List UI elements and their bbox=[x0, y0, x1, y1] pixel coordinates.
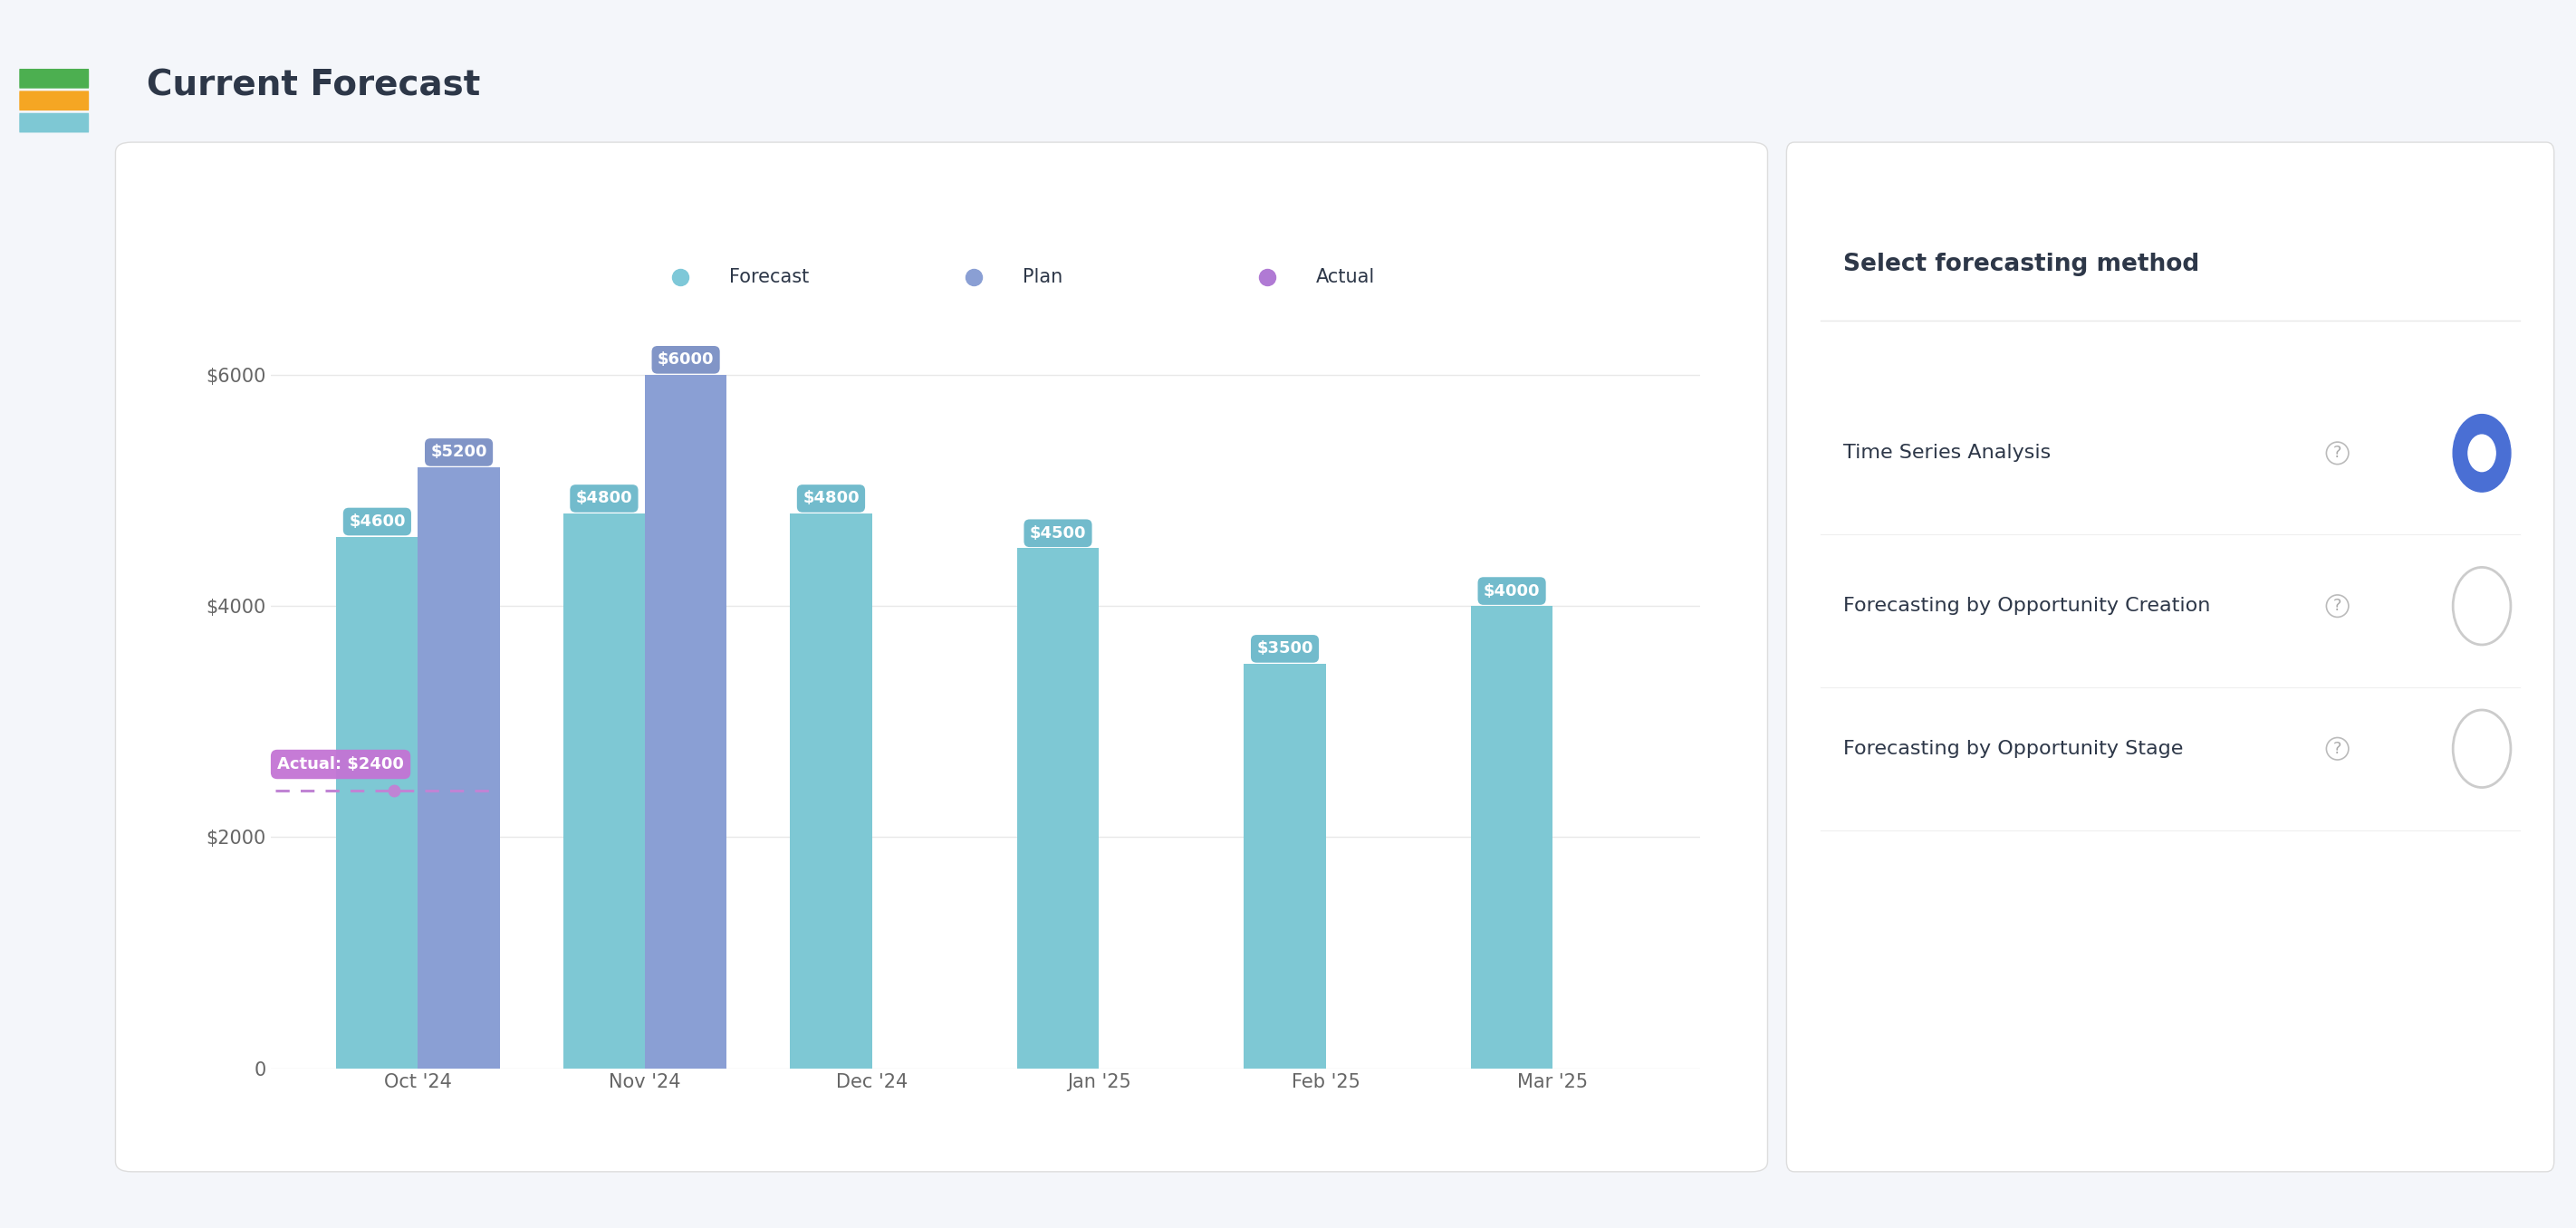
Text: Time Series Analysis: Time Series Analysis bbox=[1844, 445, 2050, 462]
Text: $4800: $4800 bbox=[804, 490, 860, 507]
Text: Plan: Plan bbox=[1023, 269, 1064, 286]
Text: Actual: $2400: Actual: $2400 bbox=[278, 756, 404, 772]
FancyBboxPatch shape bbox=[18, 113, 90, 133]
Bar bbox=[644, 375, 726, 1068]
Text: $6000: $6000 bbox=[657, 351, 714, 368]
FancyBboxPatch shape bbox=[116, 142, 1767, 1172]
Bar bbox=[791, 513, 871, 1068]
Text: ?: ? bbox=[2334, 445, 2342, 462]
Text: $5200: $5200 bbox=[430, 445, 487, 460]
Circle shape bbox=[2468, 435, 2496, 472]
Text: $4500: $4500 bbox=[1030, 526, 1087, 542]
Text: ?: ? bbox=[2334, 598, 2342, 614]
Text: $3500: $3500 bbox=[1257, 641, 1314, 657]
FancyBboxPatch shape bbox=[1788, 142, 2553, 1172]
Text: Current Forecast: Current Forecast bbox=[147, 68, 479, 103]
Text: $4600: $4600 bbox=[348, 513, 404, 529]
Text: Forecast: Forecast bbox=[729, 269, 809, 286]
Text: Select forecasting method: Select forecasting method bbox=[1844, 253, 2200, 276]
Text: $4000: $4000 bbox=[1484, 583, 1540, 599]
Bar bbox=[1018, 548, 1100, 1068]
Bar bbox=[564, 513, 644, 1068]
Text: ?: ? bbox=[2334, 740, 2342, 756]
Circle shape bbox=[2452, 710, 2512, 787]
Text: Forecasting by Opportunity Stage: Forecasting by Opportunity Stage bbox=[1844, 739, 2184, 758]
Bar bbox=[1471, 607, 1553, 1068]
Bar bbox=[1244, 664, 1327, 1068]
Text: Forecasting by Opportunity Creation: Forecasting by Opportunity Creation bbox=[1844, 597, 2210, 615]
Bar bbox=[417, 468, 500, 1068]
Text: $4800: $4800 bbox=[574, 490, 634, 507]
Bar bbox=[337, 537, 417, 1068]
Circle shape bbox=[2452, 567, 2512, 645]
FancyBboxPatch shape bbox=[18, 69, 90, 88]
Circle shape bbox=[2452, 414, 2512, 492]
FancyBboxPatch shape bbox=[18, 91, 90, 111]
Text: Actual: Actual bbox=[1316, 269, 1376, 286]
